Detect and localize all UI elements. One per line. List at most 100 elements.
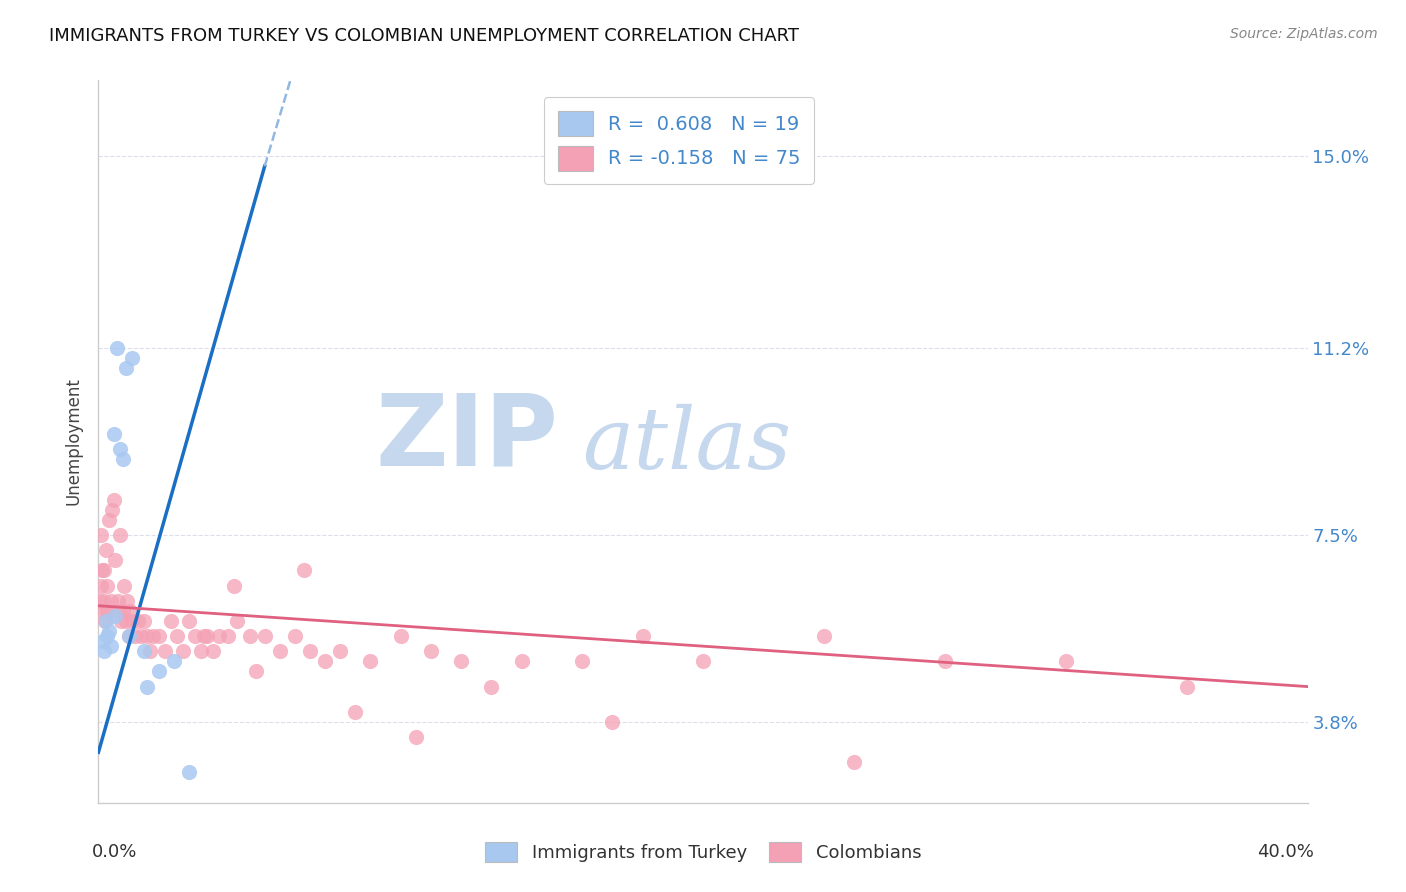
Point — [193, 629, 215, 643]
Point — [420, 644, 443, 658]
Point — [129, 629, 152, 643]
Point — [121, 351, 143, 366]
Point — [120, 604, 142, 618]
Legend: Immigrants from Turkey, Colombians: Immigrants from Turkey, Colombians — [478, 834, 928, 870]
Point — [98, 513, 121, 527]
Point — [224, 578, 246, 592]
Text: atlas: atlas — [582, 404, 792, 486]
Point — [105, 341, 128, 355]
Point — [692, 654, 714, 668]
Text: Source: ZipAtlas.com: Source: ZipAtlas.com — [1230, 27, 1378, 41]
Point — [510, 654, 533, 668]
Point — [450, 654, 472, 668]
Point — [148, 665, 170, 679]
Point — [115, 593, 138, 607]
Point — [226, 614, 249, 628]
Text: 0.0%: 0.0% — [93, 843, 138, 861]
Point — [179, 614, 201, 628]
Point — [602, 714, 624, 729]
Point — [160, 614, 183, 628]
Point — [96, 629, 118, 643]
Point — [163, 654, 186, 668]
Point — [253, 629, 276, 643]
Point — [91, 563, 114, 577]
Point — [329, 644, 352, 658]
Point — [110, 614, 132, 628]
Point — [108, 442, 131, 456]
Point — [166, 629, 188, 643]
Point — [813, 629, 835, 643]
Point — [184, 629, 207, 643]
Point — [1175, 680, 1198, 694]
Point — [284, 629, 307, 643]
Point — [105, 604, 128, 618]
Point — [103, 492, 125, 507]
Point — [481, 680, 503, 694]
Point — [114, 361, 136, 376]
Point — [208, 629, 231, 643]
Point — [571, 654, 593, 668]
Point — [631, 629, 654, 643]
Point — [360, 654, 382, 668]
Point — [93, 644, 115, 658]
Point — [142, 629, 165, 643]
Point — [118, 629, 141, 643]
Point — [190, 644, 212, 658]
Point — [114, 614, 136, 628]
Legend: R =  0.608   N = 19, R = -0.158   N = 75: R = 0.608 N = 19, R = -0.158 N = 75 — [544, 97, 814, 184]
Point — [405, 730, 427, 744]
Point — [91, 604, 114, 618]
Point — [90, 528, 112, 542]
Point — [132, 614, 155, 628]
Point — [94, 614, 117, 628]
Point — [127, 614, 149, 628]
Text: IMMIGRANTS FROM TURKEY VS COLOMBIAN UNEMPLOYMENT CORRELATION CHART: IMMIGRANTS FROM TURKEY VS COLOMBIAN UNEM… — [49, 27, 799, 45]
Point — [1054, 654, 1077, 668]
Point — [96, 578, 118, 592]
Point — [844, 756, 866, 770]
Point — [269, 644, 291, 658]
Point — [93, 593, 115, 607]
Point — [101, 502, 124, 516]
Point — [104, 553, 127, 567]
Point — [172, 644, 194, 658]
Point — [89, 593, 111, 607]
Point — [112, 578, 135, 592]
Point — [344, 705, 367, 719]
Point — [202, 644, 225, 658]
Point — [148, 629, 170, 643]
Point — [91, 634, 114, 648]
Point — [96, 604, 118, 618]
Point — [111, 604, 134, 618]
Point — [118, 629, 141, 643]
Point — [245, 665, 267, 679]
Point — [934, 654, 956, 668]
Point — [121, 614, 143, 628]
Point — [104, 608, 127, 623]
Point — [94, 543, 117, 558]
Point — [139, 644, 162, 658]
Text: 40.0%: 40.0% — [1257, 843, 1313, 861]
Point — [94, 614, 117, 628]
Point — [179, 765, 201, 780]
Point — [135, 629, 157, 643]
Point — [93, 563, 115, 577]
Point — [239, 629, 262, 643]
Point — [124, 629, 146, 643]
Point — [292, 563, 315, 577]
Point — [111, 452, 134, 467]
Point — [153, 644, 176, 658]
Point — [108, 528, 131, 542]
Point — [299, 644, 322, 658]
Point — [314, 654, 336, 668]
Point — [98, 624, 121, 638]
Point — [100, 593, 122, 607]
Point — [107, 593, 129, 607]
Point — [195, 629, 218, 643]
Point — [100, 639, 122, 653]
Y-axis label: Unemployment: Unemployment — [65, 377, 83, 506]
Point — [389, 629, 412, 643]
Point — [132, 644, 155, 658]
Point — [135, 680, 157, 694]
Point — [103, 427, 125, 442]
